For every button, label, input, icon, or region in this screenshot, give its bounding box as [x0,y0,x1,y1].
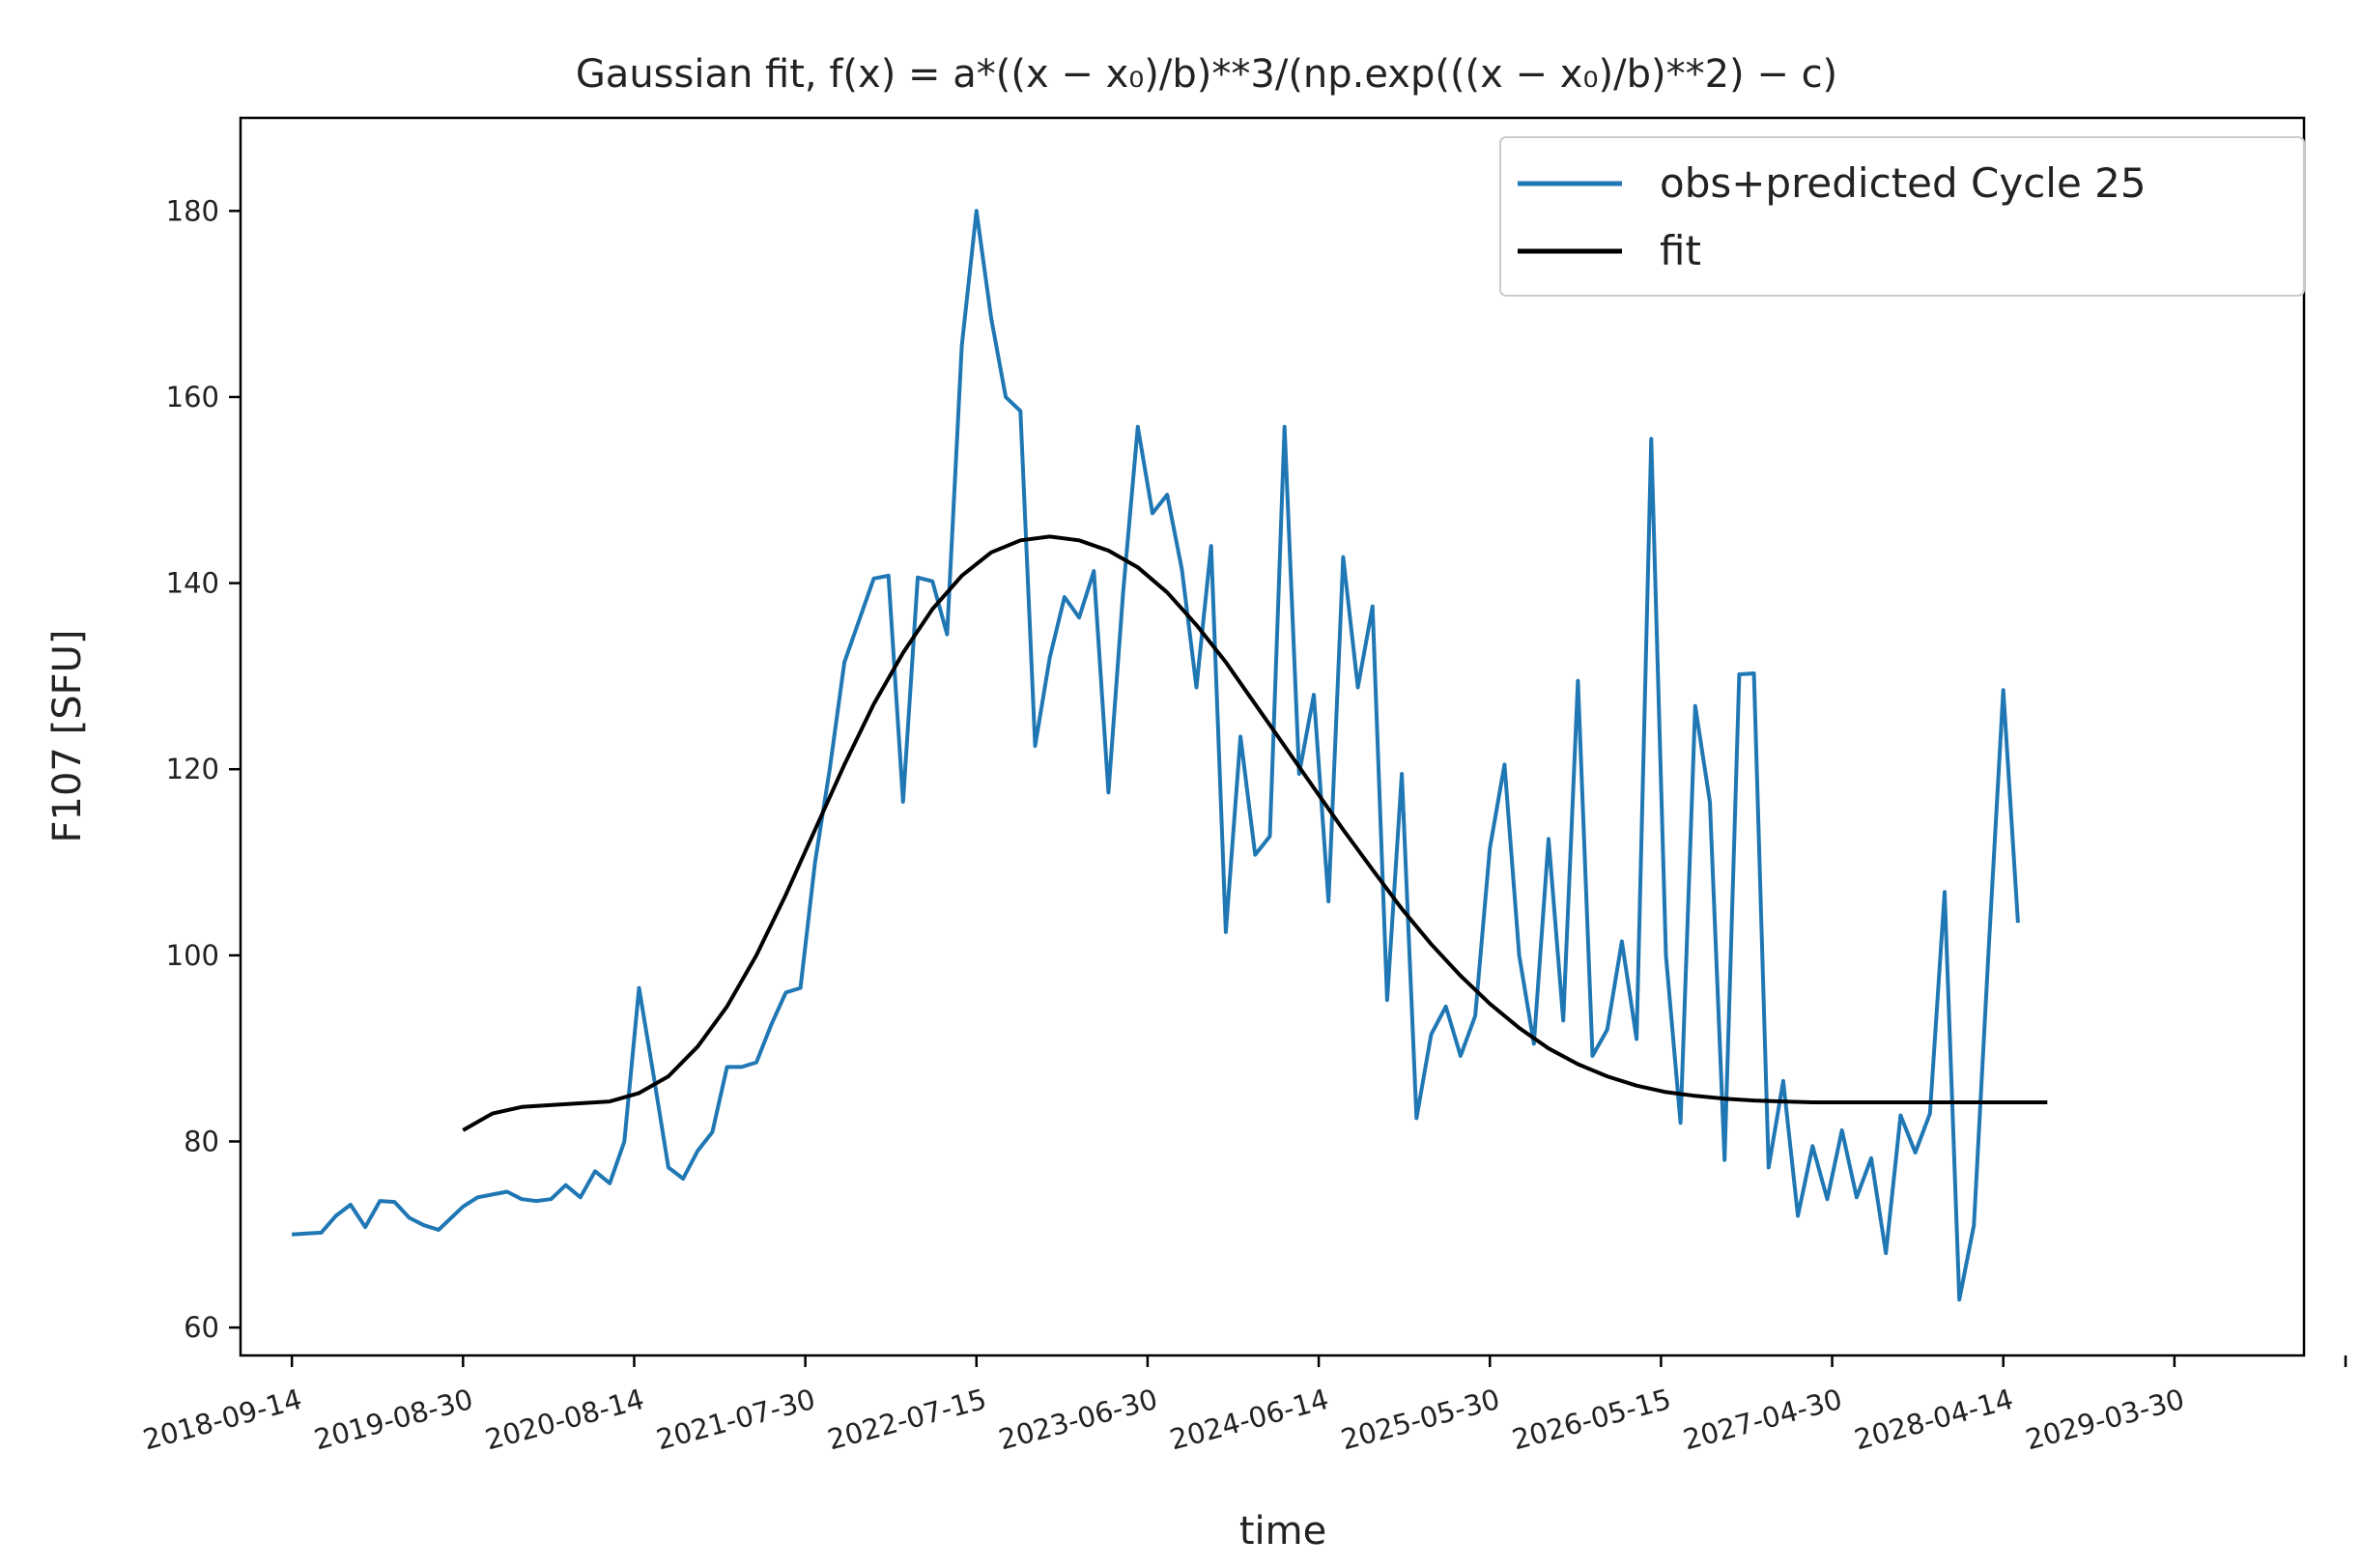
x-axis-label: time [1239,1509,1326,1554]
y-tick-label: 120 [166,753,219,785]
y-tick-label: 160 [166,381,219,413]
x-tick-label: 2018-09-14 [139,1383,305,1456]
y-tick-label: 60 [184,1311,219,1344]
x-tick-label: 2022-07-15 [824,1383,990,1456]
x-tick-label: 2026-05-15 [1509,1383,1675,1456]
y-axis: 60 80 100 120 140 160 180 [166,194,241,1344]
y-tick-label: 100 [166,939,219,972]
y-tick-label: 80 [184,1125,219,1157]
x-tick-label: 2021-07-30 [653,1383,819,1456]
x-tick-label: 2024-06-14 [1166,1383,1332,1456]
x-tick-label: 2029-03-30 [2022,1383,2188,1456]
chart-title: Gaussian fit, f(x) = a*((x − x₀)/b)**3/(… [576,52,1837,97]
x-tick-label: 2025-05-30 [1337,1383,1503,1456]
y-tick-label: 180 [166,194,219,227]
x-tick-label: 2028-04-14 [1851,1383,2017,1456]
series-line-obs [291,209,2020,1302]
series-layer [291,209,2048,1302]
x-tick-label: 2027-04-30 [1680,1383,1846,1456]
series-line-fit [462,534,2048,1132]
x-tick-label: 2019-08-30 [311,1383,477,1456]
legend-box [1499,136,2305,297]
x-tick-label: 2023-06-30 [995,1383,1161,1456]
y-axis-label: F107 [SFU] [45,630,90,843]
legend-label-fit: fit [1660,227,1701,274]
legend-label-obs: obs+predicted Cycle 25 [1660,159,2147,207]
x-axis: 2018-09-14 2019-08-30 2020-08-14 2021-07-30… [139,1355,2347,1456]
plot-frame [239,116,2306,1357]
legend: obs+predicted Cycle 25 fit [1499,136,2305,297]
x-tick-label: 2020-08-14 [482,1383,648,1456]
y-tick-label: 140 [166,567,219,600]
